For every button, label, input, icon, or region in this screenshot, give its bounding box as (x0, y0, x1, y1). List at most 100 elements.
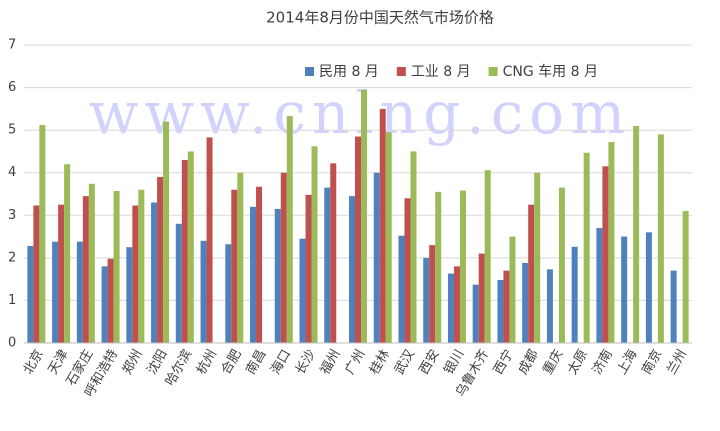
watermark: www.cnlng.com (89, 79, 631, 147)
bar (181, 159, 188, 343)
bar (330, 163, 337, 343)
bar (206, 137, 213, 343)
bar (151, 202, 158, 343)
bar (621, 236, 628, 343)
x-tick-label: 上海 (615, 347, 641, 377)
bar (64, 164, 71, 343)
bar (256, 186, 263, 343)
bar (385, 132, 392, 343)
bar (571, 246, 578, 343)
legend-swatch (488, 67, 498, 76)
chart-title: 2014年8月份中国天然气市场价格 (266, 9, 494, 27)
legend-label: CNG 车用 8 月 (503, 63, 598, 80)
y-tick-label: 2 (8, 250, 16, 265)
x-tick-label: 兰州 (664, 347, 690, 377)
bar (410, 151, 417, 343)
bar (280, 172, 287, 343)
bar (39, 125, 46, 343)
bar (299, 238, 306, 343)
bar (645, 232, 652, 343)
bar (305, 194, 312, 343)
bar (596, 228, 603, 343)
bar (163, 121, 170, 343)
bar (478, 253, 485, 343)
bar (27, 245, 34, 343)
bar (398, 235, 405, 343)
bar (132, 205, 139, 343)
bar (113, 191, 120, 343)
y-tick-label: 5 (8, 123, 16, 138)
bar (602, 166, 609, 343)
legend-swatch (305, 67, 314, 76)
bar (286, 116, 293, 343)
bar (459, 190, 466, 343)
bar (231, 189, 238, 343)
x-tick-label: 广州 (342, 347, 368, 377)
bar (349, 196, 355, 343)
bar (107, 258, 114, 343)
y-tick-label: 4 (8, 165, 16, 180)
y-tick-label: 6 (8, 80, 16, 95)
x-tick-label: 成都 (516, 347, 542, 377)
x-tick-label: 海口 (268, 347, 294, 377)
x-tick-label: 杭州 (194, 347, 220, 377)
x-tick-label: 重庆 (540, 347, 567, 378)
x-tick-label: 西安 (417, 347, 443, 377)
bar (76, 241, 83, 343)
legend-label: 民用 8 月 (319, 64, 379, 80)
bar (225, 244, 232, 343)
bar (423, 257, 430, 343)
bar (546, 269, 553, 343)
bar (435, 191, 442, 343)
bar (274, 208, 281, 343)
bar (583, 152, 590, 343)
bar (682, 211, 689, 343)
bar (379, 108, 386, 343)
bar (509, 236, 516, 343)
bar (324, 187, 331, 343)
bar (522, 262, 529, 343)
bar (497, 279, 504, 343)
legend-label: 工业 8 月 (411, 64, 471, 80)
x-tick-label: 北京 (21, 347, 47, 377)
x-tick-label: 合肥 (219, 347, 245, 377)
bar (429, 245, 436, 343)
bar (311, 146, 318, 343)
bar (157, 176, 164, 343)
bar (373, 172, 380, 343)
y-tick-label: 0 (8, 336, 16, 351)
bar (670, 270, 677, 343)
x-tick-label: 长沙 (293, 347, 319, 377)
bar (33, 205, 40, 343)
legend-swatch (396, 67, 406, 76)
bar (528, 204, 535, 343)
x-tick-label: 桂林 (367, 347, 393, 377)
y-tick-label: 7 (8, 38, 16, 53)
bar (503, 270, 510, 343)
bar (404, 198, 411, 343)
x-tick-label: 西宁 (490, 347, 517, 378)
x-tick-label: 武汉 (392, 347, 418, 377)
x-tick-label: 南昌 (243, 347, 270, 378)
bar (138, 189, 145, 343)
bar (534, 172, 541, 343)
bar (558, 187, 565, 343)
bar (453, 266, 460, 343)
bar (361, 89, 367, 343)
bar (237, 172, 244, 343)
x-tick-label: 济南 (589, 347, 616, 378)
bar (101, 266, 108, 343)
bar (58, 204, 65, 343)
bar (657, 134, 664, 343)
bar (88, 183, 95, 343)
x-tick-label: 福州 (318, 347, 344, 377)
bar (472, 284, 479, 343)
bar (52, 241, 59, 343)
x-tick-label: 太原 (565, 347, 591, 377)
bar (200, 240, 207, 343)
bar (447, 273, 454, 343)
x-tick-label: 南京 (639, 347, 666, 378)
bar (608, 142, 615, 343)
bar (82, 196, 89, 343)
